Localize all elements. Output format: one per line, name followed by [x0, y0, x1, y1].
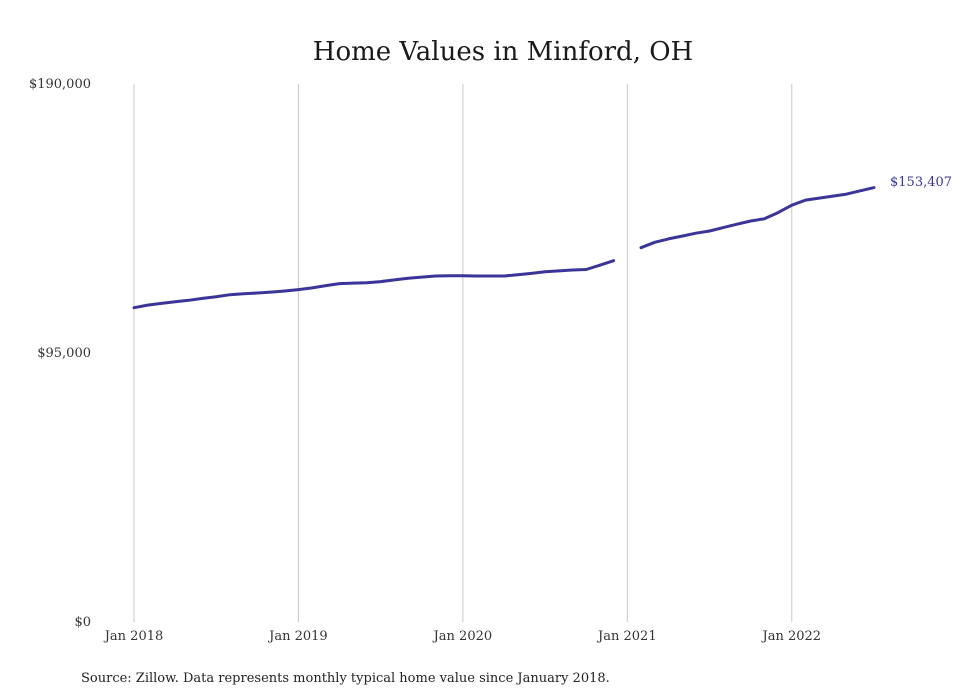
y-tick-label: $190,000	[29, 77, 91, 92]
series-line-segment	[132, 259, 616, 310]
x-tick-label: Jan 2018	[103, 629, 164, 644]
y-tick-label: $0	[74, 615, 91, 630]
y-axis: $0 $95,000 $190,000	[29, 77, 91, 630]
y-tick-label: $95,000	[37, 346, 91, 361]
chart-title: Home Values in Minford, OH	[313, 37, 693, 67]
x-tick-label: Jan 2022	[760, 629, 821, 644]
x-axis: Jan 2018 Jan 2019 Jan 2020 Jan 2021 Jan 2022	[103, 629, 821, 644]
x-tick-label: Jan 2020	[432, 629, 493, 644]
series-layer	[132, 186, 876, 310]
end-value-label: $153,407	[890, 175, 952, 190]
x-tick-label: Jan 2019	[267, 629, 328, 644]
x-tick-label: Jan 2021	[596, 629, 657, 644]
series-line-segment	[639, 186, 876, 250]
source-note: Source: Zillow. Data represents monthly …	[81, 671, 610, 686]
gridlines	[133, 84, 793, 622]
